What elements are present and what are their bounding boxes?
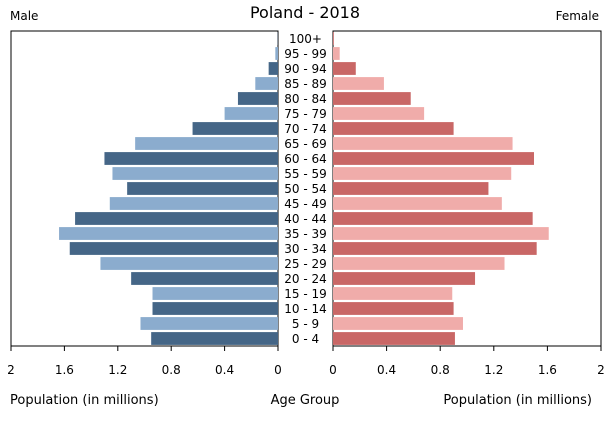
age-group-label: 60 - 64 (284, 152, 327, 166)
age-group-label: 15 - 19 (284, 287, 327, 301)
female-label: Female (555, 9, 599, 23)
male-label: Male (10, 9, 39, 23)
male-bar (224, 107, 278, 120)
male-axis-tick-label: 1.2 (108, 363, 127, 377)
age-group-label: 65 - 69 (284, 137, 327, 151)
female-axis-tick-label: 1.2 (484, 363, 503, 377)
male-bar (237, 92, 278, 105)
female-bar (333, 227, 549, 240)
age-group-label: 55 - 59 (284, 167, 327, 181)
female-axis-tick-label: 0.8 (431, 363, 450, 377)
age-group-label: 0 - 4 (292, 332, 319, 346)
male-bar (109, 197, 278, 210)
female-axis-tick-label: 2 (597, 363, 605, 377)
female-bar (333, 77, 384, 90)
x-axis-label-right: Population (in millions) (443, 393, 592, 408)
female-axis-tick-label: 0.4 (377, 363, 396, 377)
male-bar (135, 137, 278, 150)
male-bar (152, 287, 278, 300)
age-group-label: 10 - 14 (284, 302, 327, 316)
age-group-label: 50 - 54 (284, 182, 327, 196)
female-bar (333, 152, 534, 165)
male-bar (131, 272, 278, 285)
age-group-label: 40 - 44 (284, 212, 327, 226)
male-bar (127, 182, 279, 195)
age-group-label: 35 - 39 (284, 227, 327, 241)
female-bar (333, 332, 455, 345)
female-bar (333, 212, 533, 225)
age-group-label: 25 - 29 (284, 257, 327, 271)
female-bar (333, 32, 334, 45)
female-bar (333, 257, 505, 270)
male-bar (75, 212, 278, 225)
age-group-axis-label: Age Group (270, 393, 340, 408)
male-bar (192, 122, 278, 135)
female-bar (333, 272, 476, 285)
male-bar (152, 302, 278, 315)
female-bar (333, 62, 356, 75)
female-bar (333, 137, 513, 150)
female-bar (333, 122, 454, 135)
age-group-label: 80 - 84 (284, 92, 327, 106)
age-group-label: 70 - 74 (284, 122, 327, 136)
female-bar (333, 47, 340, 60)
male-bar (275, 47, 278, 60)
female-bar (333, 302, 454, 315)
female-bar (333, 197, 502, 210)
male-bar (151, 332, 278, 345)
age-group-label: 90 - 94 (284, 62, 327, 76)
age-group-label: 5 - 9 (292, 317, 319, 331)
female-axis-tick-label: 1.6 (538, 363, 557, 377)
male-bar (268, 62, 278, 75)
age-group-label: 95 - 99 (284, 47, 327, 61)
female-bar (333, 107, 425, 120)
male-bar (104, 152, 278, 165)
age-group-label: 45 - 49 (284, 197, 327, 211)
female-bar (333, 242, 537, 255)
male-axis-tick-label: 0.4 (215, 363, 234, 377)
female-bar (333, 167, 512, 180)
age-group-label: 30 - 34 (284, 242, 327, 256)
age-group-label: 100+ (289, 32, 322, 46)
female-bar (333, 287, 453, 300)
chart-title: Poland - 2018 (249, 3, 361, 22)
age-group-label: 85 - 89 (284, 77, 327, 91)
male-bar (140, 317, 278, 330)
male-bar (100, 257, 278, 270)
male-bar (255, 77, 278, 90)
female-bar (333, 92, 411, 105)
male-bar (112, 167, 279, 180)
age-group-label: 20 - 24 (284, 272, 327, 286)
x-axis-label-left: Population (in millions) (10, 393, 159, 408)
female-bar (333, 317, 463, 330)
male-axis-tick-label: 2 (7, 363, 15, 377)
female-bar (333, 182, 489, 195)
male-axis-tick-label: 1.6 (55, 363, 74, 377)
male-axis-tick-label: 0.8 (162, 363, 181, 377)
age-group-label: 75 - 79 (284, 107, 327, 121)
male-bar (59, 227, 279, 240)
female-axis-tick-label: 0 (329, 363, 337, 377)
male-axis-tick-label: 0 (274, 363, 282, 377)
male-bar (69, 242, 279, 255)
